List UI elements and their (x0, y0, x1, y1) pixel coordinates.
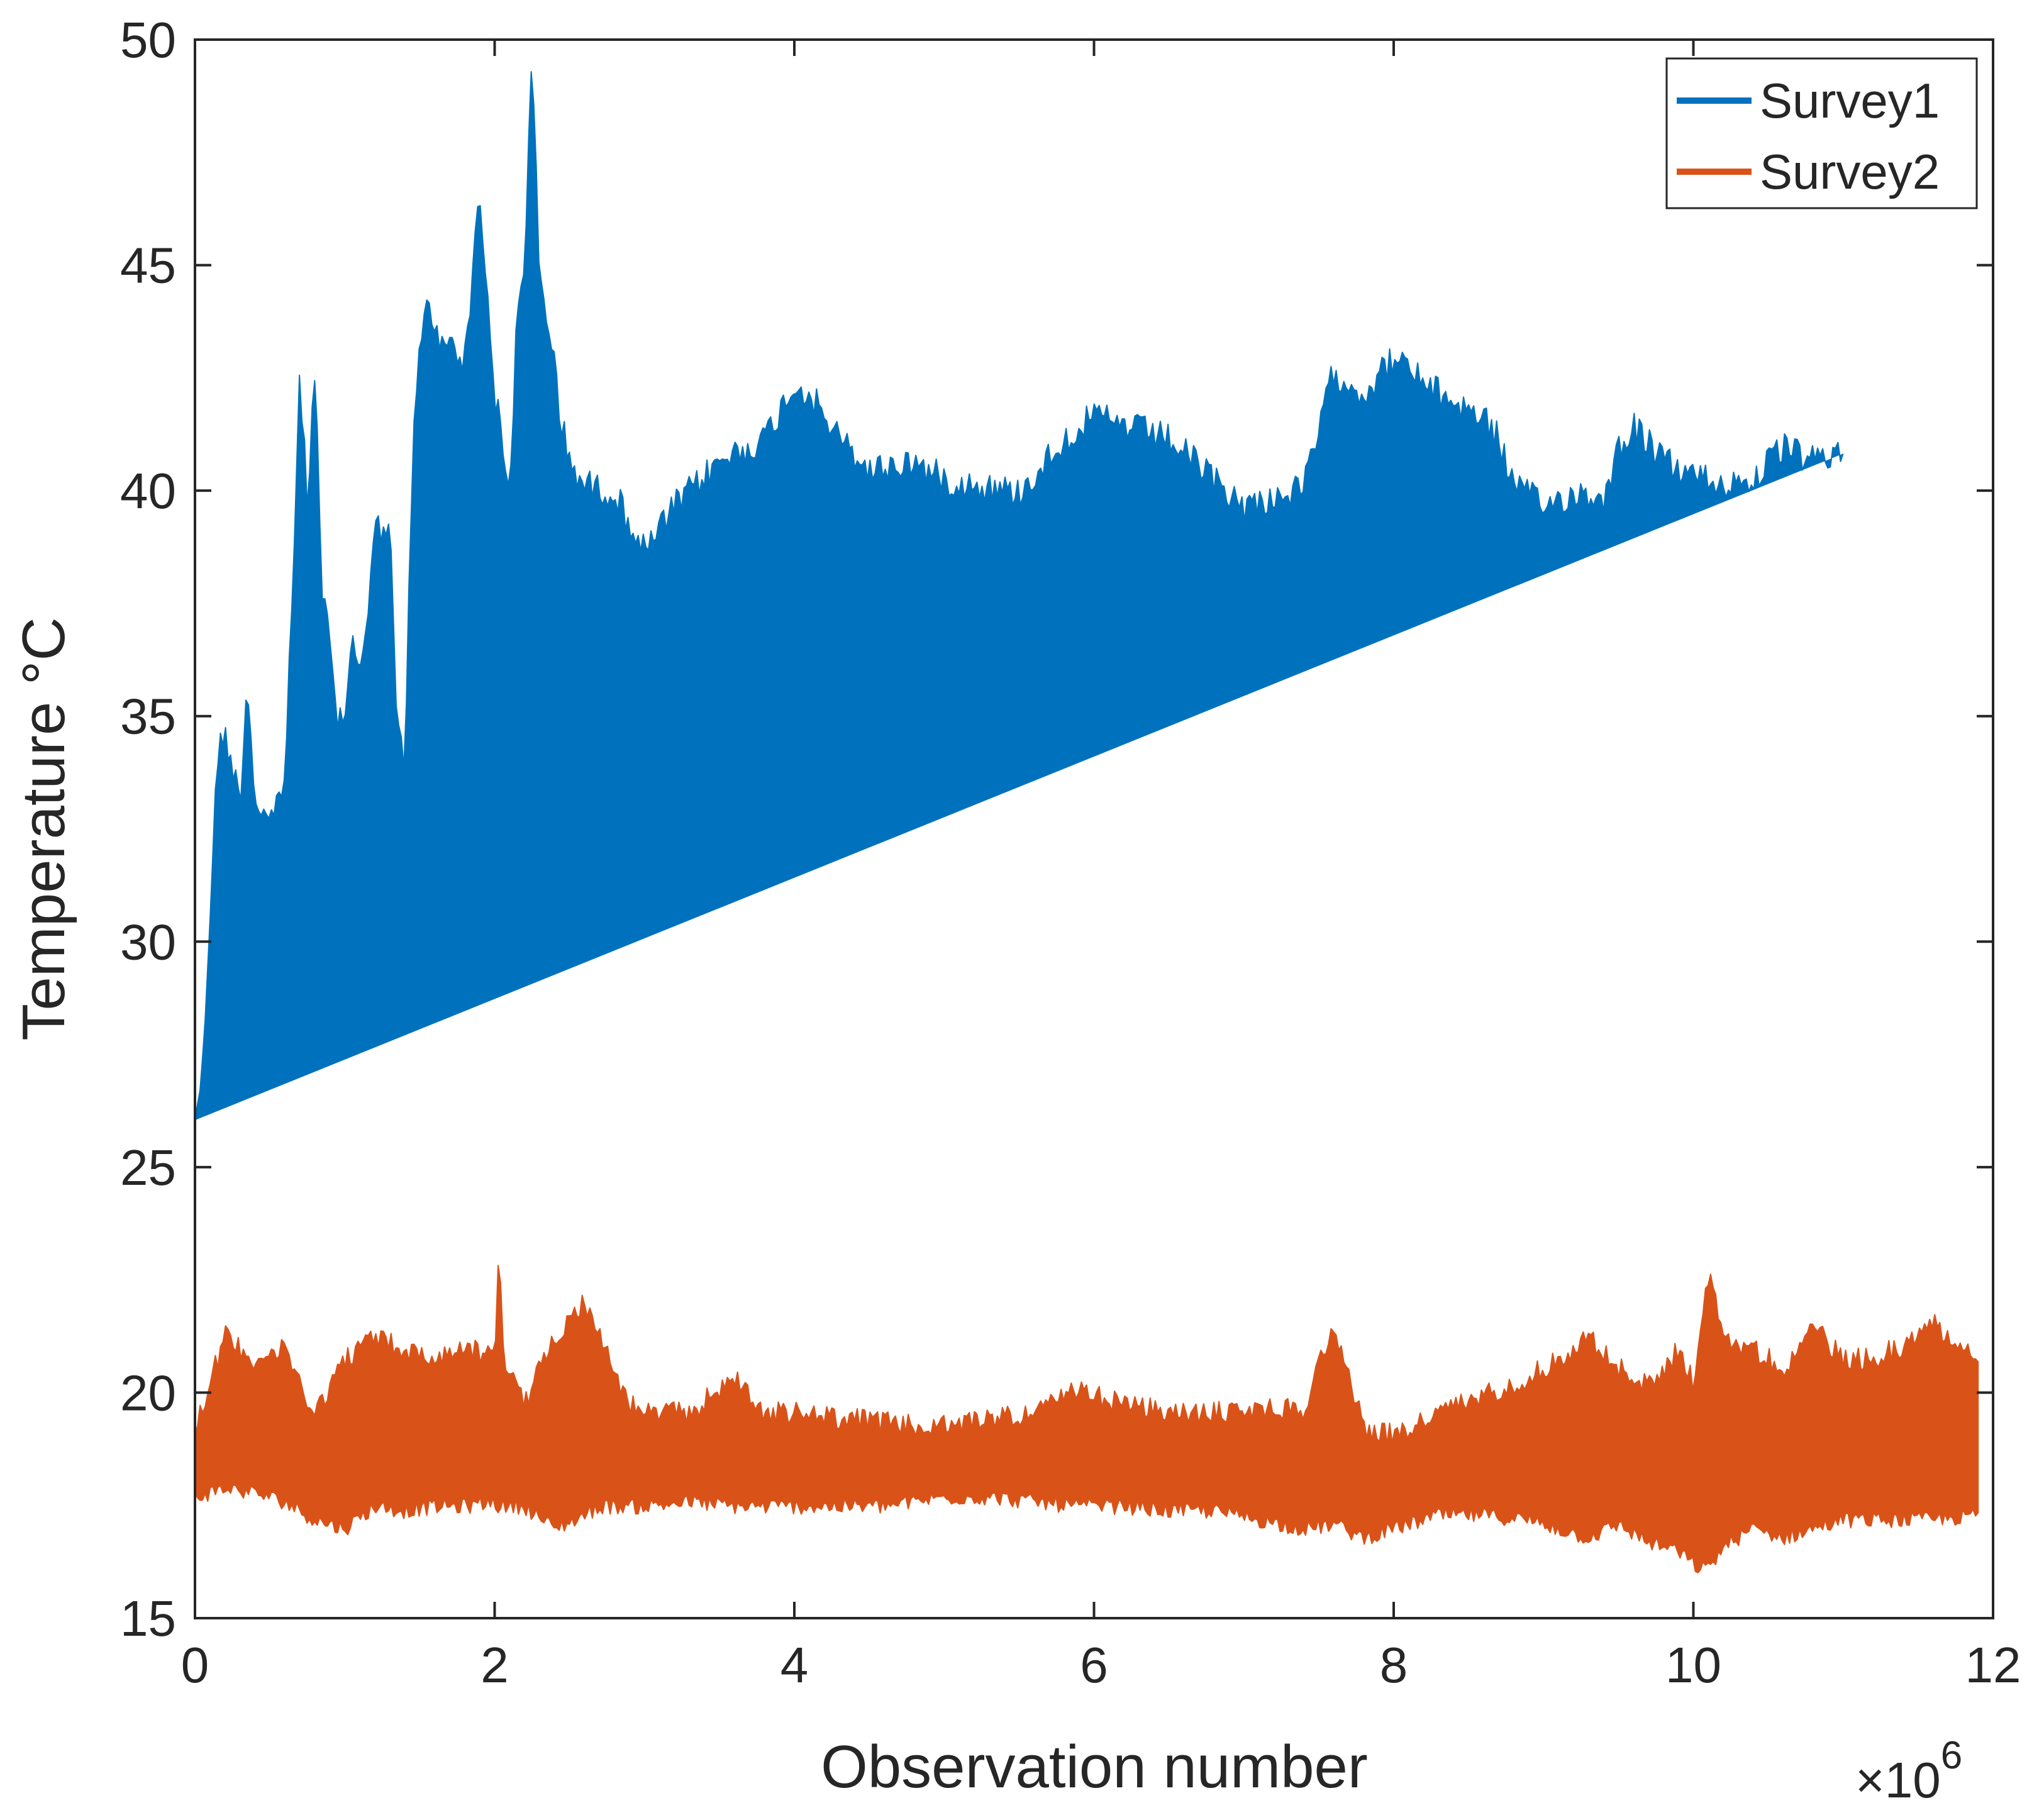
x-tick-label: 10 (1665, 1637, 1721, 1693)
x-tick-label: 8 (1380, 1637, 1408, 1693)
series-survey1-band (194, 71, 1844, 1121)
series-survey2-band (194, 1265, 1979, 1574)
legend-box (1665, 57, 1978, 209)
legend-label-survey2: Survey2 (1760, 144, 1940, 199)
x-axis-multiplier: ×106 (1855, 1734, 1962, 1808)
x-tick-label: 12 (1965, 1637, 2021, 1693)
y-tick-label: 50 (120, 12, 176, 68)
y-tick-label: 15 (120, 1590, 176, 1646)
y-tick-label: 20 (120, 1365, 176, 1421)
axis-tick-labels: 0 2 4 6 8 10 12 15 20 25 30 35 40 45 50 (120, 12, 2021, 1693)
axis-ticks (194, 38, 1994, 1619)
y-tick-label: 45 (120, 238, 176, 294)
y-tick-label: 25 (120, 1140, 176, 1196)
y-tick-label: 30 (120, 914, 176, 970)
x-tick-label: 4 (780, 1637, 809, 1693)
y-tick-label: 40 (120, 463, 176, 519)
x-tick-label: 0 (181, 1637, 209, 1693)
x-axis-multiplier-exponent: 6 (1941, 1734, 1962, 1777)
plot-area (194, 71, 1979, 1574)
x-axis-multiplier-base: ×10 (1855, 1752, 1941, 1808)
legend-label-survey1: Survey1 (1760, 73, 1940, 128)
x-tick-label: 2 (480, 1637, 509, 1693)
legend: Survey1 Survey2 (1665, 57, 1978, 209)
y-tick-label: 35 (120, 689, 176, 745)
y-axis-label: Temperature °C (10, 617, 77, 1040)
x-tick-label: 6 (1080, 1637, 1108, 1693)
x-axis-label: Observation number (821, 1733, 1368, 1801)
